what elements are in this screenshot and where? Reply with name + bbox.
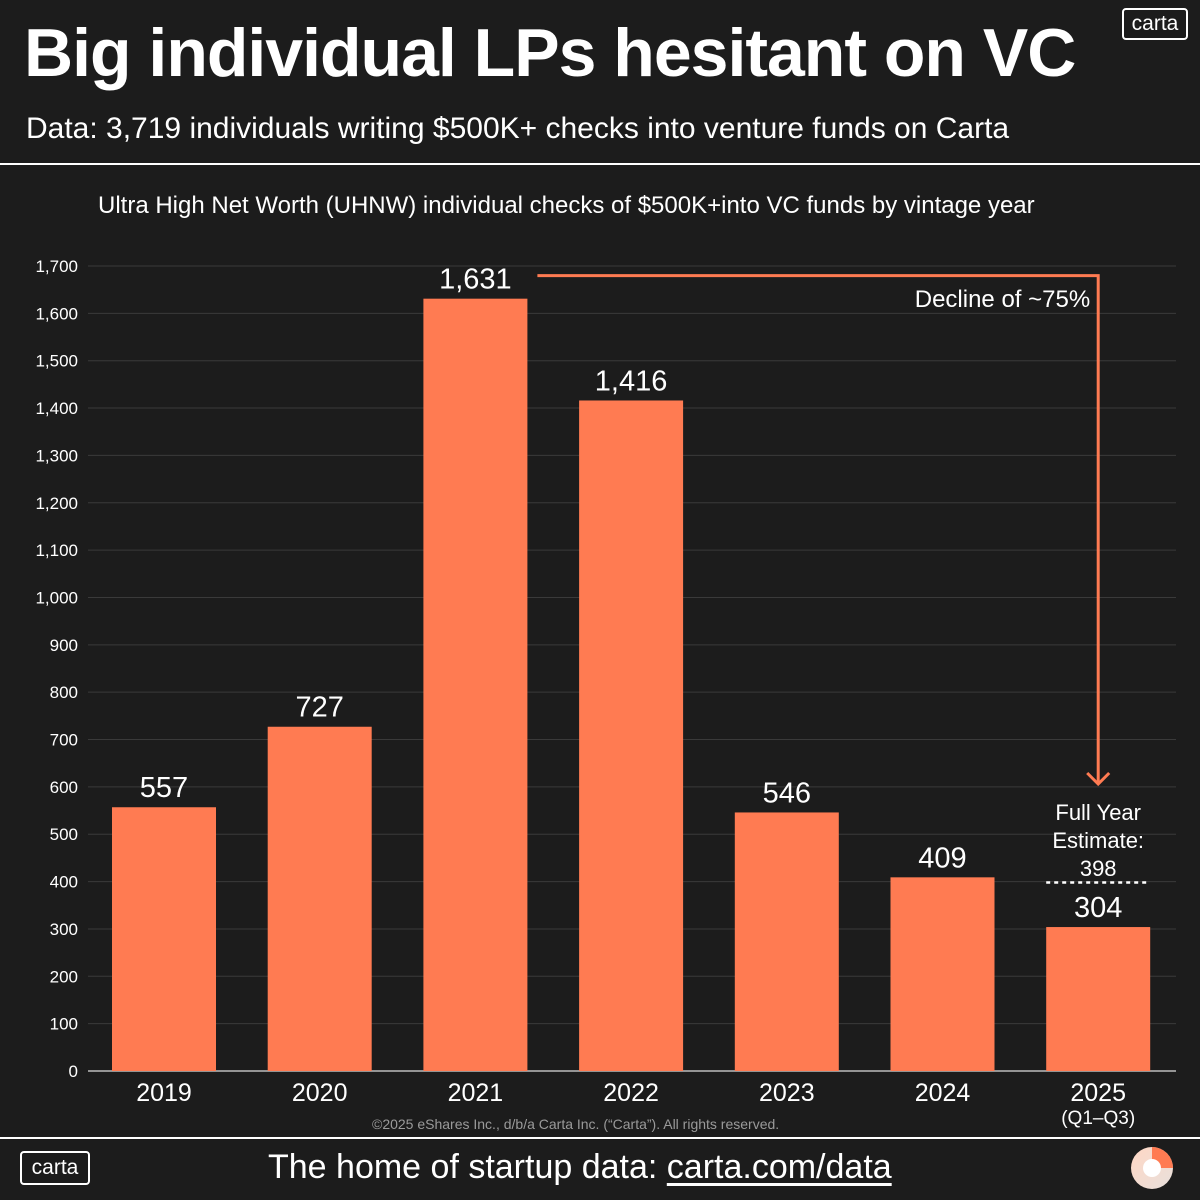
y-tick-label: 1,100 [35, 541, 78, 560]
data-label-2019: 557 [140, 772, 188, 804]
page-title: Big individual LPs hesitant on VC [24, 15, 1076, 91]
y-tick-label: 400 [50, 873, 78, 892]
y-tick-label: 1,600 [35, 304, 78, 323]
y-tick-label: 200 [50, 967, 78, 986]
decline-annotation: Decline of ~75% [915, 286, 1090, 313]
bar-2021 [423, 298, 528, 1071]
y-tick-label: 100 [50, 1015, 78, 1034]
header-divider [0, 163, 1200, 165]
y-tick-label: 1,300 [35, 446, 78, 465]
y-tick-label: 700 [50, 731, 78, 750]
data-label-2022: 1,416 [595, 365, 668, 397]
bar-2019 [112, 807, 216, 1071]
data-label-2024: 409 [918, 842, 966, 874]
data-label-2023: 546 [763, 777, 811, 809]
x-tick-label: 2024 [915, 1079, 971, 1107]
x-tick-label: 2021 [448, 1079, 504, 1107]
decline-arrow-line [537, 274, 1100, 784]
y-tick-label: 0 [69, 1062, 78, 1081]
estimate-label: Estimate: [1052, 828, 1144, 853]
x-tick-label: 2020 [292, 1079, 348, 1107]
carta-logo-bottom[interactable]: carta [20, 1151, 90, 1185]
x-tick-label: 2023 [759, 1079, 815, 1107]
y-tick-label: 1,000 [35, 588, 78, 607]
y-tick-label: 300 [50, 920, 78, 939]
page-subtitle: Data: 3,719 individuals writing $500K+ c… [26, 112, 1010, 145]
footer-divider [0, 1137, 1200, 1139]
y-tick-label: 1,700 [35, 257, 78, 276]
y-tick-label: 900 [50, 636, 78, 655]
copyright-notice: ©2025 eShares Inc., d/b/a Carta Inc. (“C… [372, 1116, 780, 1132]
decline-arrow-head [1086, 771, 1111, 787]
y-tick-label: 500 [50, 825, 78, 844]
carta-logo-top[interactable]: carta [1122, 8, 1188, 40]
footer-tagline: The home of startup data: carta.com/data [268, 1148, 892, 1187]
x-tick-label: 2019 [136, 1079, 192, 1107]
bar-2025 [1046, 927, 1151, 1071]
data-label-2021: 1,631 [439, 264, 512, 296]
x-tick-label: 2022 [603, 1079, 659, 1107]
y-tick-label: 1,400 [35, 399, 78, 418]
x-tick-label: 2025 [1070, 1079, 1126, 1107]
x-tick-sublabel: (Q1–Q3) [1061, 1108, 1135, 1129]
footer-link[interactable]: carta.com/data [666, 1148, 892, 1186]
bar-2024 [890, 877, 995, 1071]
y-tick-label: 600 [50, 778, 78, 797]
chart-title: Ultra High Net Worth (UHNW) individual c… [98, 192, 1035, 219]
footer-tagline-prefix: The home of startup data: [268, 1148, 667, 1186]
estimate-label: Full Year [1055, 800, 1141, 825]
bar-2023 [734, 812, 839, 1071]
carta-circle-icon [1131, 1147, 1173, 1189]
y-tick-label: 800 [50, 683, 78, 702]
y-tick-label: 1,500 [35, 352, 78, 371]
bar-2022 [579, 400, 684, 1071]
estimate-label: 398 [1080, 856, 1117, 881]
data-label-2020: 727 [296, 692, 344, 724]
data-label-2025: 304 [1074, 892, 1122, 924]
bar-2020 [267, 726, 372, 1071]
y-tick-label: 1,200 [35, 494, 78, 513]
